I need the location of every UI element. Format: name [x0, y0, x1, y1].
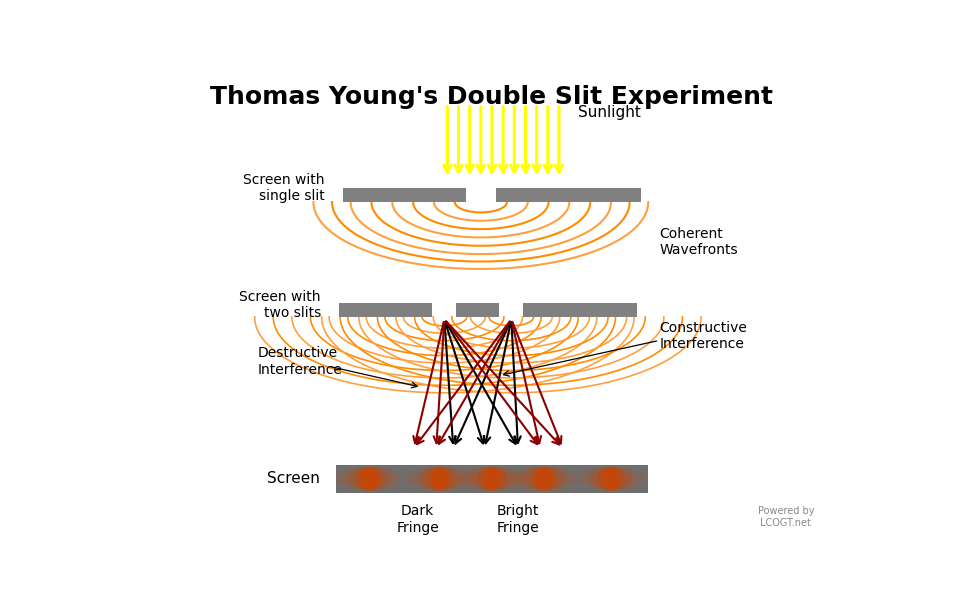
Bar [523, 303, 637, 317]
Ellipse shape [426, 466, 454, 491]
Text: Thomas Young's Double Slit Experiment: Thomas Young's Double Slit Experiment [210, 85, 774, 109]
Ellipse shape [336, 466, 403, 491]
Ellipse shape [530, 466, 558, 491]
Ellipse shape [432, 466, 448, 491]
Bar [344, 188, 466, 202]
Ellipse shape [406, 466, 473, 491]
Text: Coherent
Wavefronts: Coherent Wavefronts [660, 227, 738, 257]
Bar [495, 188, 641, 202]
Text: Constructive
Interference: Constructive Interference [660, 320, 747, 351]
Text: Dark
Fringe: Dark Fringe [396, 504, 439, 535]
Text: Screen: Screen [267, 471, 320, 486]
Ellipse shape [597, 466, 625, 491]
Ellipse shape [478, 466, 506, 491]
Ellipse shape [588, 466, 634, 491]
Ellipse shape [469, 466, 515, 491]
Ellipse shape [578, 466, 644, 491]
Text: Screen with
single slit: Screen with single slit [243, 173, 324, 203]
Ellipse shape [418, 466, 463, 491]
Text: Bright
Fringe: Bright Fringe [496, 504, 540, 535]
Ellipse shape [484, 466, 500, 491]
Ellipse shape [521, 466, 566, 491]
Text: Sunlight: Sunlight [578, 105, 640, 121]
Ellipse shape [459, 466, 525, 491]
Ellipse shape [536, 466, 552, 491]
Text: Powered by
LCOGT.net: Powered by LCOGT.net [757, 506, 814, 528]
Text: Destructive
Interference: Destructive Interference [257, 347, 343, 376]
Bar [336, 465, 648, 493]
Ellipse shape [603, 466, 619, 491]
Text: Screen with
two slits: Screen with two slits [239, 290, 321, 320]
Ellipse shape [511, 466, 578, 491]
Ellipse shape [355, 466, 383, 491]
Bar [456, 303, 499, 317]
Ellipse shape [361, 466, 377, 491]
Bar [340, 303, 432, 317]
Ellipse shape [347, 466, 392, 491]
